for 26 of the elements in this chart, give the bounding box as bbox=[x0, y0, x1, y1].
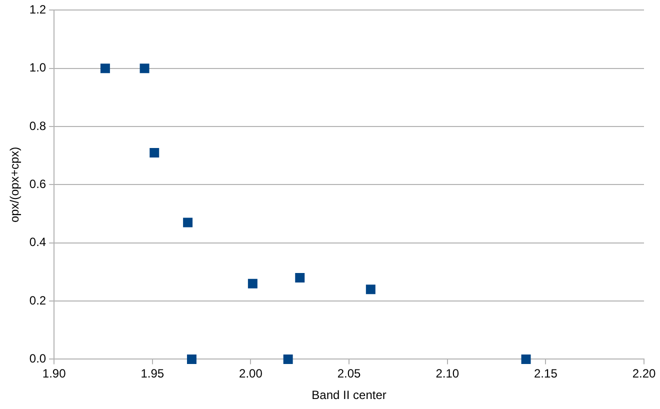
x-axis-title: Band II center bbox=[312, 388, 386, 402]
point bbox=[186, 354, 196, 364]
x-tick-label: 1.95 bbox=[140, 366, 164, 381]
y-tick-label: 0.2 bbox=[29, 293, 46, 308]
point bbox=[150, 148, 160, 158]
point bbox=[521, 354, 531, 364]
y-tick-label: 0.0 bbox=[29, 352, 46, 366]
y-tick-label: 0.8 bbox=[29, 118, 46, 133]
x-tick-label: 2.20 bbox=[632, 366, 656, 381]
y-axis-title: opx/(opx+cpx) bbox=[8, 146, 22, 223]
x-tick-label: 2.15 bbox=[534, 366, 558, 381]
point bbox=[183, 218, 193, 228]
x-tick-label: 2.05 bbox=[337, 366, 362, 381]
y-tick-label: 1.0 bbox=[29, 60, 46, 75]
point bbox=[100, 64, 110, 74]
point bbox=[366, 284, 376, 294]
x-tick-label: 2.00 bbox=[239, 366, 263, 381]
point bbox=[140, 64, 150, 74]
point bbox=[283, 354, 293, 364]
point bbox=[295, 273, 305, 283]
y-tick-label: 0.6 bbox=[29, 177, 46, 192]
y-tick-label: 1.2 bbox=[29, 2, 46, 17]
y-tick-label: 0.4 bbox=[29, 235, 46, 250]
x-tick-label: 1.90 bbox=[42, 366, 66, 381]
point bbox=[248, 278, 258, 288]
x-tick-label: 2.10 bbox=[436, 366, 460, 381]
